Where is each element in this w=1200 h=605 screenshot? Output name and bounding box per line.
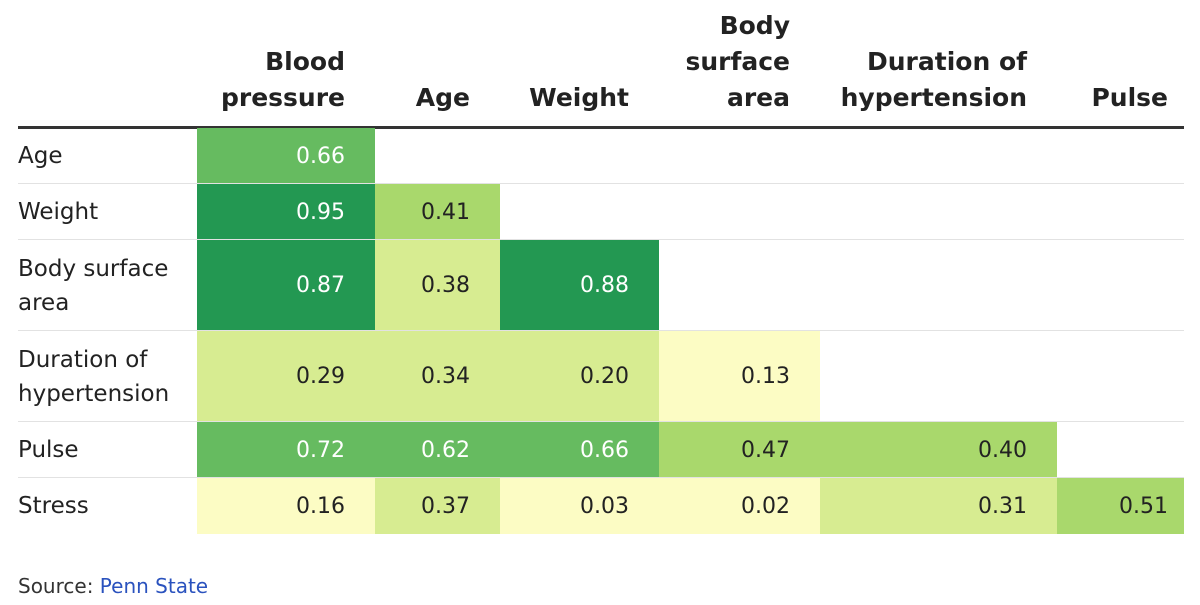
heatmap-cell: 0.66 — [500, 422, 659, 478]
heatmap-cell: 0.41 — [375, 184, 500, 240]
heatmap-cell: 0.20 — [500, 331, 659, 422]
heatmap-cell: 0.66 — [197, 128, 375, 184]
source-label: Source: — [18, 574, 100, 598]
column-header: Age — [415, 83, 470, 112]
source-link[interactable]: Penn State — [99, 574, 209, 598]
heatmap-cell: 0.02 — [659, 478, 820, 534]
column-header: Pulse — [1091, 83, 1168, 112]
column-header: Body surface area — [685, 11, 790, 112]
row-label: Duration of hypertension — [18, 346, 170, 407]
heatmap-cell: 0.51 — [1057, 478, 1184, 534]
heatmap-cell: 0.16 — [197, 478, 375, 534]
column-header: Weight — [529, 83, 629, 112]
row-label: Stress — [18, 493, 89, 519]
source-note: Source: Penn State — [18, 574, 208, 598]
row-divider — [18, 421, 1184, 422]
column-header: Blood pressure — [220, 47, 345, 112]
row-label: Pulse — [18, 437, 79, 463]
heatmap-cell: 0.31 — [820, 478, 1057, 534]
row-label: Age — [18, 143, 63, 169]
heatmap-cell: 0.37 — [375, 478, 500, 534]
row-label: Weight — [18, 199, 99, 225]
row-divider — [18, 477, 1184, 478]
heatmap-cell: 0.38 — [375, 240, 500, 331]
correlation-table: Blood pressure Age Weight Body surface area… — [18, 11, 1184, 534]
heatmap-cell: 0.87 — [197, 240, 375, 331]
heatmap-cell: 0.62 — [375, 422, 500, 478]
heatmap-cell: 0.88 — [500, 240, 659, 331]
column-header: Duration of hypertension — [840, 47, 1027, 112]
row-label: Body surface area — [18, 255, 169, 316]
row-divider — [18, 330, 1184, 331]
heatmap-cell: 0.03 — [500, 478, 659, 534]
heatmap-cell: 0.72 — [197, 422, 375, 478]
heatmap-cell: 0.34 — [375, 331, 500, 422]
row-divider — [18, 183, 1184, 184]
header-rule — [18, 126, 1184, 129]
heatmap-cell: 0.47 — [659, 422, 820, 478]
heatmap-cell: 0.95 — [197, 184, 375, 240]
row-divider — [18, 239, 1184, 240]
heatmap-cell: 0.13 — [659, 331, 820, 422]
heatmap-cell: 0.40 — [820, 422, 1057, 478]
heatmap-cell: 0.29 — [197, 331, 375, 422]
